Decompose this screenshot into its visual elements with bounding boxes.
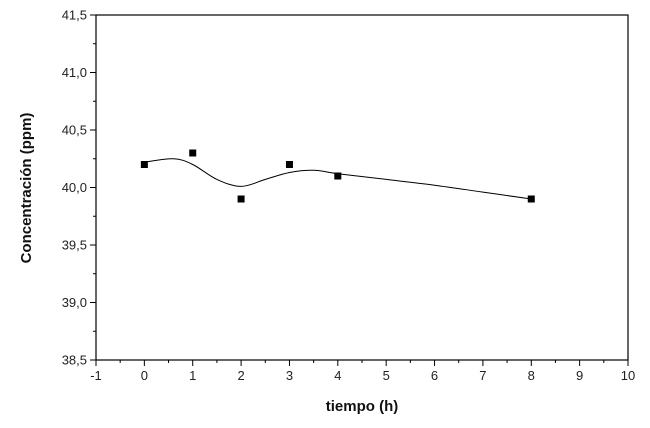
- x-tick-label: 3: [286, 368, 293, 383]
- plot-area: [95, 14, 629, 361]
- x-tick-label: -1: [90, 368, 102, 383]
- fit-curve: [144, 158, 532, 200]
- data-point: [237, 195, 245, 203]
- x-tick-labels: -1 0 1 2 3 4 5 6 7 8 9 10: [90, 368, 635, 383]
- y-tick-label: 39,0: [62, 295, 87, 310]
- y-tick-label: 39,5: [62, 238, 87, 253]
- y-tick-label: 40,5: [62, 123, 87, 138]
- y-tick-label: 41,0: [62, 65, 87, 80]
- y-axis-title: Concentración (ppm): [18, 113, 35, 264]
- x-tick-label: 4: [334, 368, 341, 383]
- data-point: [189, 149, 197, 157]
- x-tick-label: 8: [528, 368, 535, 383]
- y-tick-labels: 38,5 39,0 39,5 40,0 40,5 41,0 41,5: [62, 8, 87, 368]
- x-tick-label: 6: [431, 368, 438, 383]
- x-tick-label: 0: [141, 368, 148, 383]
- data-point: [285, 161, 293, 168]
- y-tick-label: 40,0: [62, 180, 87, 195]
- x-tick-label: 9: [576, 368, 583, 383]
- data-point: [527, 195, 535, 203]
- x-tick-label: 5: [383, 368, 390, 383]
- x-tick-label: 2: [237, 368, 244, 383]
- y-tick-label: 38,5: [62, 353, 87, 368]
- x-axis-title: tiempo (h): [326, 398, 399, 415]
- axis-ticks: [90, 14, 629, 366]
- x-tick-label: 10: [621, 368, 635, 383]
- x-tick-label: 1: [189, 368, 196, 383]
- data-point: [140, 161, 148, 168]
- data-points: [140, 149, 535, 203]
- x-tick-label: 7: [479, 368, 486, 383]
- y-tick-label: 41,5: [62, 8, 87, 23]
- data-point: [334, 172, 342, 180]
